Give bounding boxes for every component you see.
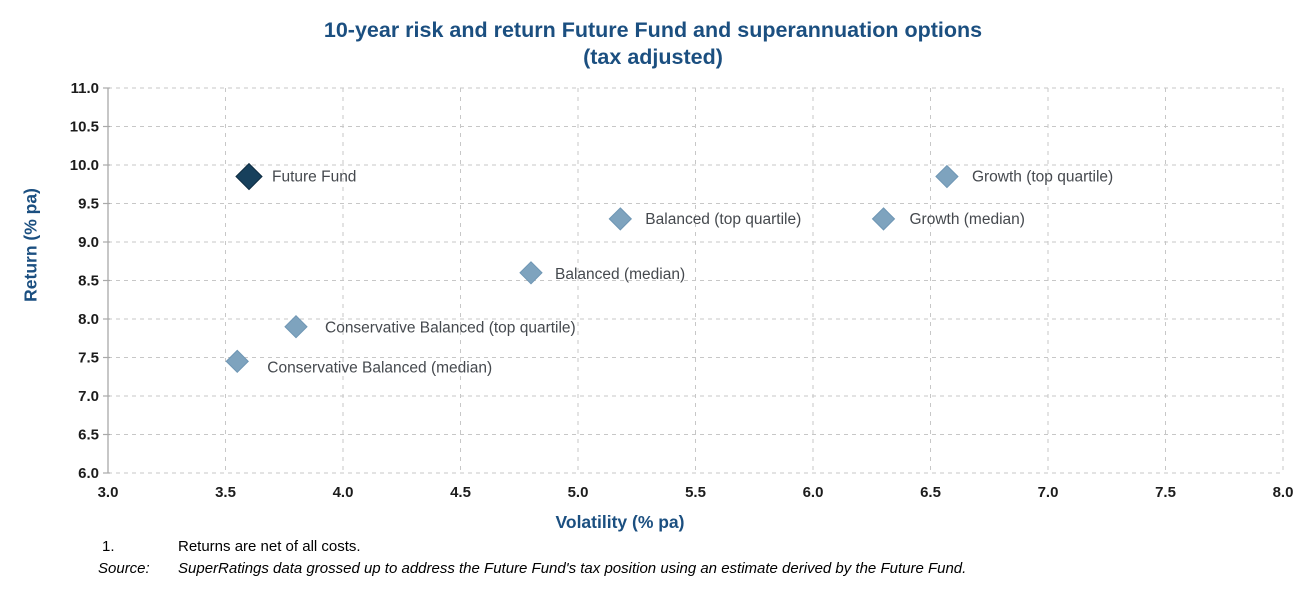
x-tick-label: 5.5 bbox=[685, 484, 706, 501]
x-tick-label: 6.0 bbox=[803, 484, 824, 501]
y-tick-label: 7.0 bbox=[78, 388, 99, 405]
point-label-conservative-balanced-median: Conservative Balanced (median) bbox=[267, 359, 492, 376]
x-tick-label: 6.5 bbox=[920, 484, 941, 501]
y-tick-label: 11.0 bbox=[71, 80, 99, 97]
y-tick-label: 9.5 bbox=[78, 196, 99, 213]
x-tick-label: 7.0 bbox=[1038, 484, 1059, 501]
chart-title-line2: (tax adjusted) bbox=[583, 45, 723, 69]
y-tick-label: 8.0 bbox=[78, 311, 99, 328]
x-axis-title: Volatility (% pa) bbox=[555, 512, 685, 532]
point-label-balanced-top-quartile: Balanced (top quartile) bbox=[645, 211, 801, 228]
x-tick-label: 4.0 bbox=[333, 484, 354, 501]
chart-title-line1: 10-year risk and return Future Fund and … bbox=[323, 18, 983, 42]
point-conservative-balanced-median bbox=[225, 349, 249, 374]
point-growth-median bbox=[871, 207, 896, 231]
point-future-fund bbox=[235, 162, 263, 191]
x-tick-label: 8.0 bbox=[1273, 484, 1294, 501]
point-balanced-top-quartile bbox=[608, 207, 633, 231]
x-tick-label: 3.0 bbox=[98, 484, 119, 501]
y-tick-label: 7.5 bbox=[78, 350, 99, 367]
chart-title: 10-year risk and return Future Fund and … bbox=[0, 17, 1306, 71]
y-tick-label: 6.5 bbox=[78, 427, 99, 444]
point-growth-top-quartile bbox=[935, 164, 959, 189]
point-label-growth-top-quartile: Growth (top quartile) bbox=[972, 169, 1113, 186]
point-balanced-median bbox=[519, 261, 543, 285]
point-conservative-balanced-top-quartile bbox=[284, 314, 308, 339]
point-label-future-fund: Future Fund bbox=[272, 169, 356, 186]
x-tick-label: 3.5 bbox=[215, 484, 236, 501]
y-tick-label: 10.5 bbox=[70, 119, 99, 136]
x-tick-label: 4.5 bbox=[450, 484, 471, 501]
footnote-1: 1. Returns are net of all costs. bbox=[0, 538, 1306, 556]
point-label-growth-median: Growth (median) bbox=[910, 211, 1025, 228]
source-line: Source: SuperRatings data grossed up to … bbox=[0, 560, 1306, 578]
footnote-number: 1. bbox=[102, 538, 115, 555]
source-label: Source: bbox=[98, 560, 150, 577]
point-label-balanced-median: Balanced (median) bbox=[555, 266, 685, 283]
footnote-text: Returns are net of all costs. bbox=[178, 538, 361, 555]
source-text: SuperRatings data grossed up to address … bbox=[178, 560, 967, 577]
y-tick-label: 6.0 bbox=[78, 465, 99, 482]
y-tick-label: 8.5 bbox=[78, 273, 99, 290]
point-label-conservative-balanced-top-quartile: Conservative Balanced (top quartile) bbox=[325, 320, 576, 337]
x-tick-label: 7.5 bbox=[1155, 484, 1176, 501]
y-tick-label: 9.0 bbox=[78, 234, 99, 251]
y-tick-label: 10.0 bbox=[70, 157, 99, 174]
x-tick-label: 5.0 bbox=[568, 484, 589, 501]
